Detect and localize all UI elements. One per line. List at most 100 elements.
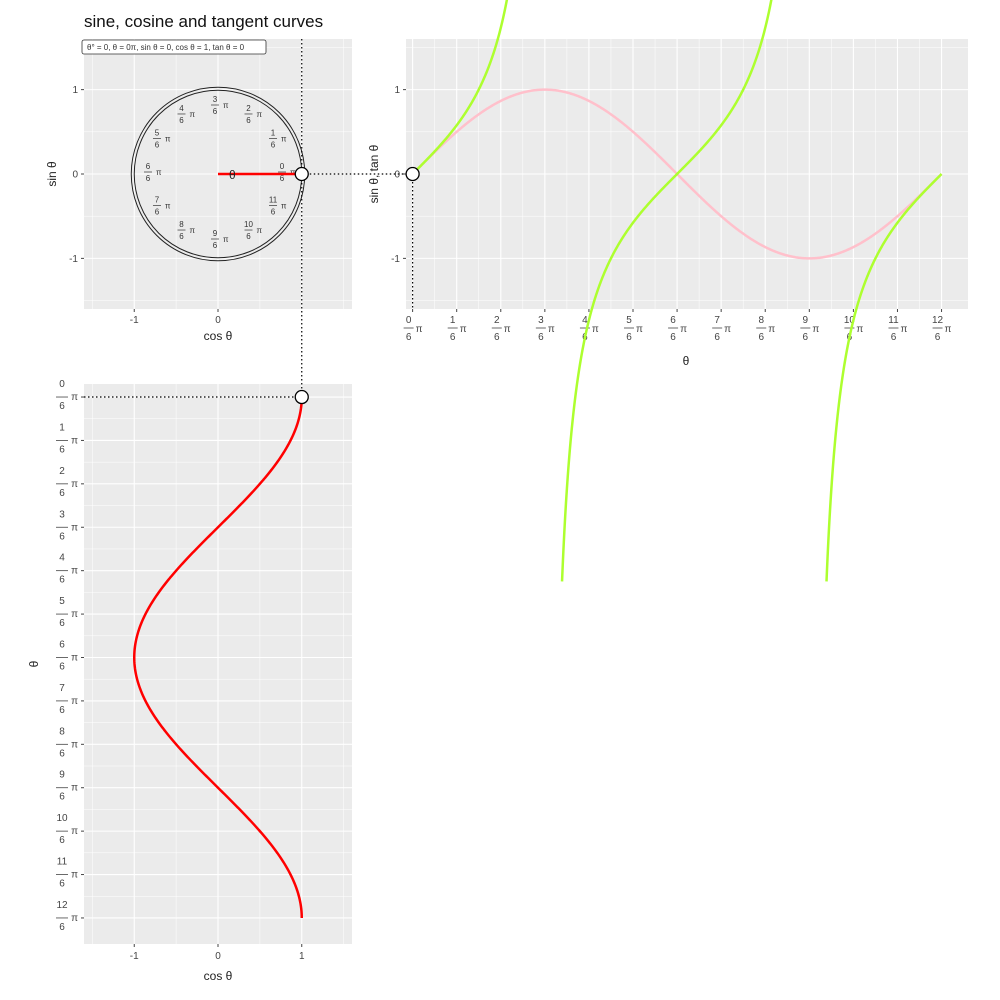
angle-label-denominator: 6 <box>246 116 251 125</box>
angle-label-denominator: 6 <box>271 141 276 150</box>
chart-title: sine, cosine and tangent curves <box>84 12 323 31</box>
x-tick-pi: π <box>856 324 863 335</box>
x-tick-numerator: 10 <box>844 315 856 326</box>
angle-label-denominator: 6 <box>271 208 276 217</box>
angle-label-numerator: 5 <box>155 129 160 138</box>
angle-label-pi: π <box>257 226 263 235</box>
y-tick-numerator: 7 <box>59 683 65 694</box>
x-tick-numerator: 11 <box>888 315 899 326</box>
x-tick-denominator: 6 <box>803 332 809 343</box>
y-tick-label: 1 <box>72 85 78 96</box>
angle-label-numerator: 11 <box>269 196 278 205</box>
x-tick-label: 1 <box>299 951 305 962</box>
cosine-curve <box>133 397 303 918</box>
y-tick-pi: π <box>71 652 78 663</box>
tangent-curve <box>411 0 943 582</box>
angle-label-denominator: 6 <box>155 141 160 150</box>
y-tick-pi: π <box>71 870 78 881</box>
x-tick-numerator: 2 <box>494 315 500 326</box>
x-tick-label: -1 <box>130 951 139 962</box>
x-tick-pi: π <box>724 324 731 335</box>
x-tick-numerator: 8 <box>758 315 764 326</box>
y-tick-numerator: 11 <box>57 857 68 868</box>
y-tick-pi: π <box>71 826 78 837</box>
sine-current-point <box>405 166 420 182</box>
y-tick-label: 1 <box>394 85 400 96</box>
unit-circle-current-point <box>294 166 309 182</box>
angle-label-denominator: 6 <box>280 174 285 183</box>
y-tick-pi: π <box>71 783 78 794</box>
x-tick-pi: π <box>680 324 687 335</box>
cosine-y-axis-title: θ <box>27 660 41 667</box>
y-tick-label: -1 <box>69 254 78 265</box>
angle-label-numerator: 9 <box>213 229 218 238</box>
angle-label-numerator: 6 <box>146 162 151 171</box>
x-tick-numerator: 4 <box>582 315 588 326</box>
status-label: θ° = 0, θ = 0π, sin θ = 0, cos θ = 1, ta… <box>87 43 245 52</box>
x-tick-denominator: 6 <box>626 332 632 343</box>
x-tick-numerator: 0 <box>406 315 412 326</box>
sine-tangent-x-axis-title: θ <box>683 354 690 368</box>
x-tick-denominator: 6 <box>450 332 456 343</box>
x-tick-numerator: 12 <box>932 315 944 326</box>
angle-label-pi: π <box>257 110 263 119</box>
y-tick-label: 0 <box>72 170 78 181</box>
angle-label-pi: π <box>156 168 162 177</box>
y-tick-denominator: 6 <box>59 792 65 803</box>
angle-label-numerator: 0 <box>280 162 285 171</box>
angle-label-pi: π <box>290 168 296 177</box>
angle-label-denominator: 6 <box>213 107 218 116</box>
y-tick-numerator: 2 <box>59 466 65 477</box>
angle-label-denominator: 6 <box>246 232 251 241</box>
status-label-box <box>81 39 267 55</box>
x-tick-label: 0 <box>215 951 221 962</box>
y-tick-denominator: 6 <box>59 835 65 846</box>
y-tick-pi: π <box>71 696 78 707</box>
angle-label-denominator: 6 <box>146 174 151 183</box>
y-tick-denominator: 6 <box>59 879 65 890</box>
y-tick-numerator: 6 <box>59 639 65 650</box>
angle-label-denominator: 6 <box>155 208 160 217</box>
x-tick-pi: π <box>548 324 555 335</box>
x-tick-denominator: 6 <box>714 332 720 343</box>
x-tick-pi: π <box>900 324 907 335</box>
y-tick-label: 0 <box>394 170 400 181</box>
axis-ticks: -1 0-101-1010π61π62π63π64π65π66π67π68π69π… <box>56 85 952 962</box>
angle-label-numerator: 4 <box>179 104 184 113</box>
angle-label-denominator: 6 <box>213 241 218 250</box>
y-tick-numerator: 8 <box>59 726 65 737</box>
y-tick-denominator: 6 <box>59 618 65 629</box>
x-tick-pi: π <box>460 324 467 335</box>
y-tick-numerator: 0 <box>59 379 65 390</box>
y-tick-numerator: 9 <box>59 770 65 781</box>
angle-label-pi: π <box>190 226 196 235</box>
unit-circle-y-axis-title: sin θ <box>45 161 59 187</box>
y-tick-numerator: 10 <box>56 813 68 824</box>
y-tick-denominator: 6 <box>59 922 65 933</box>
angle-label-denominator: 6 <box>179 116 184 125</box>
angle-label-numerator: 2 <box>246 104 251 113</box>
y-tick-denominator: 6 <box>59 401 65 412</box>
y-tick-numerator: 4 <box>59 553 65 564</box>
y-tick-numerator: 3 <box>59 509 65 520</box>
angle-label-numerator: 10 <box>244 220 253 229</box>
y-tick-denominator: 6 <box>59 444 65 455</box>
x-tick-pi: π <box>504 324 511 335</box>
x-tick-numerator: 5 <box>626 315 632 326</box>
x-tick-denominator: 6 <box>406 332 412 343</box>
x-tick-pi: π <box>768 324 775 335</box>
x-tick-denominator: 6 <box>670 332 676 343</box>
y-tick-label: -1 <box>391 254 400 265</box>
y-tick-denominator: 6 <box>59 748 65 759</box>
angle-label-pi: π <box>223 235 229 244</box>
x-tick-denominator: 6 <box>891 332 897 343</box>
x-tick-numerator: 1 <box>450 315 456 326</box>
angle-label-pi: π <box>165 202 171 211</box>
x-tick-pi: π <box>812 324 819 335</box>
x-tick-pi: π <box>945 324 952 335</box>
y-tick-numerator: 5 <box>59 596 65 607</box>
cosine-x-axis-title: cos θ <box>204 969 233 983</box>
angle-label-pi: π <box>281 202 287 211</box>
angle-label-pi: π <box>281 135 287 144</box>
